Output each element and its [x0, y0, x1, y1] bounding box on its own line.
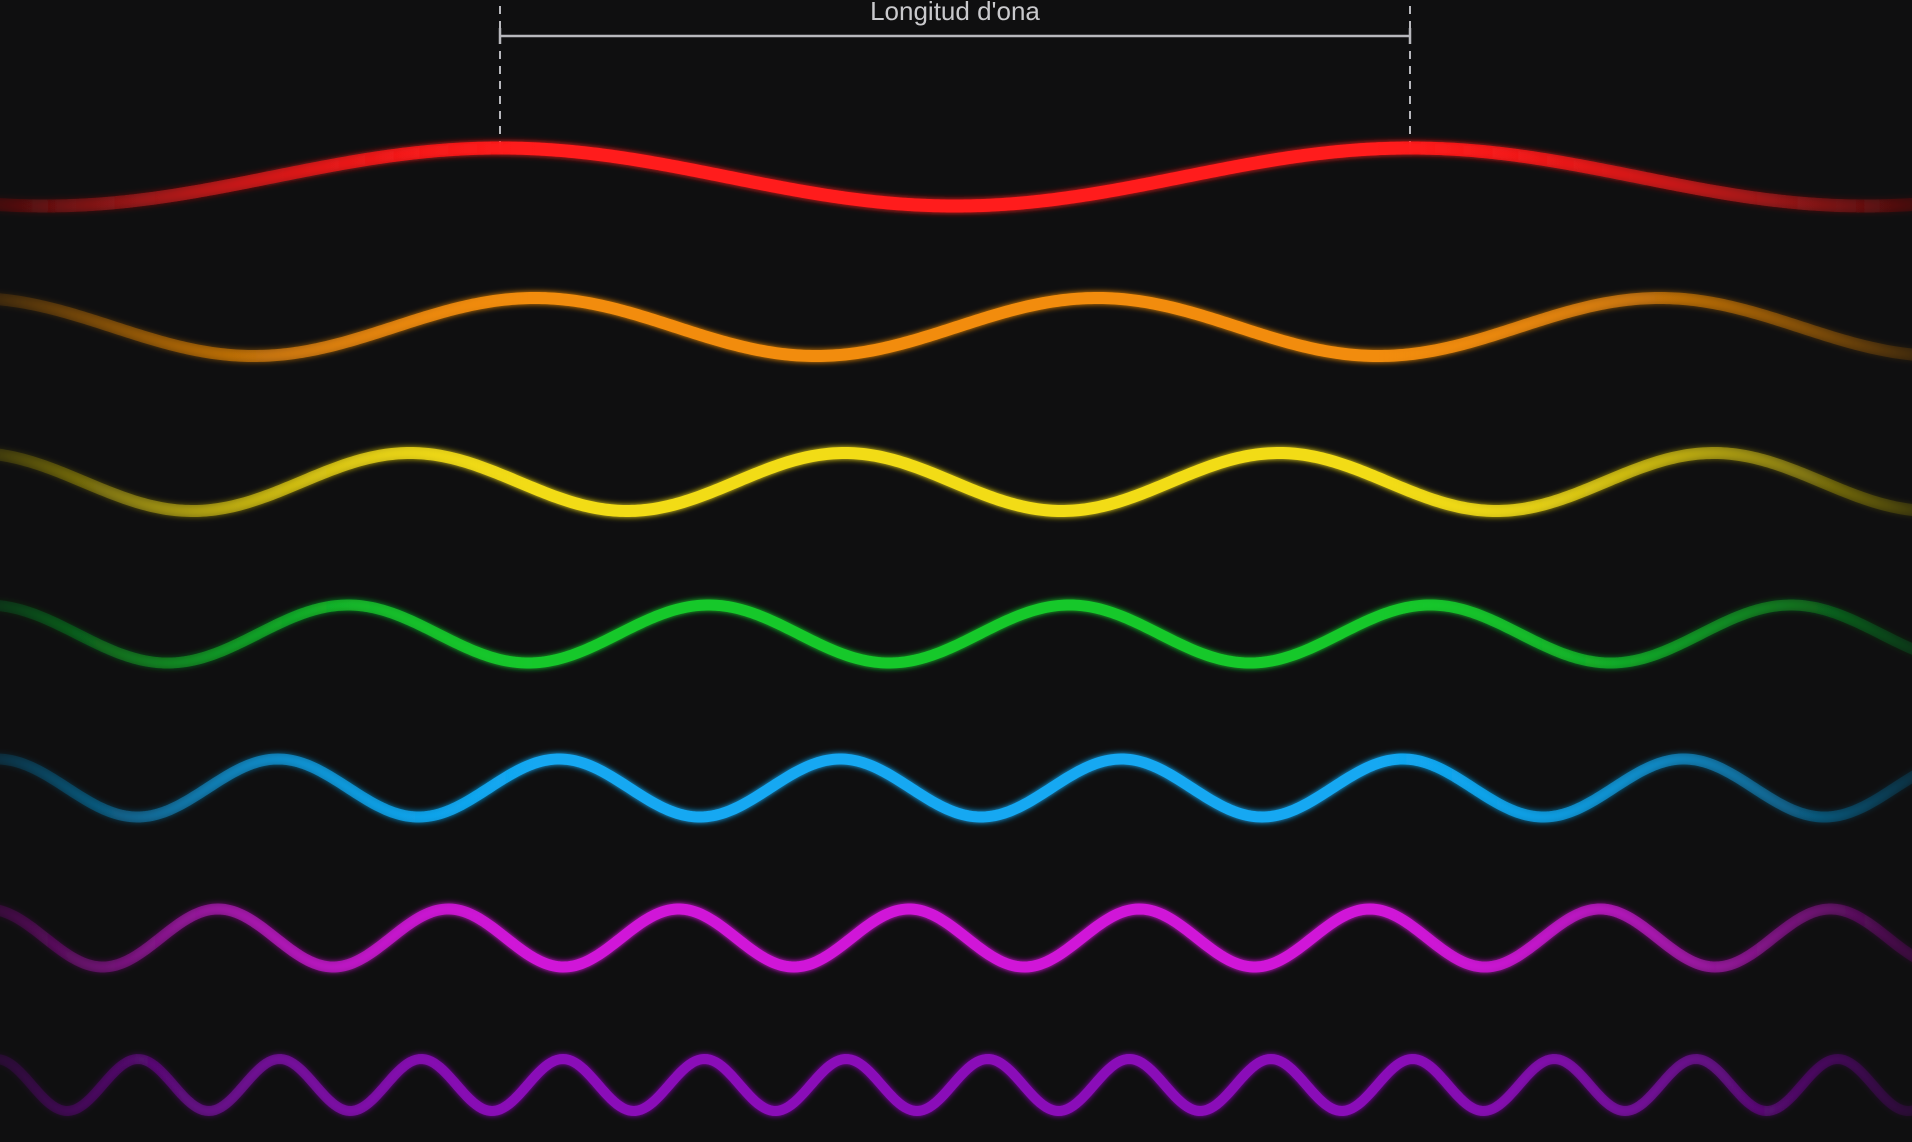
orange-wave [0, 291, 1912, 363]
red-wave [0, 141, 1912, 213]
yellow-wave [0, 446, 1912, 518]
blue-wave [0, 753, 1912, 823]
green-wave [0, 599, 1912, 669]
violet-wave [0, 1053, 1912, 1117]
wavelength-annotation: Longitud d'ona [498, 0, 1412, 152]
wavelength-label: Longitud d'ona [870, 0, 1040, 26]
waves-group [0, 141, 1912, 1117]
magenta-wave [0, 903, 1912, 973]
